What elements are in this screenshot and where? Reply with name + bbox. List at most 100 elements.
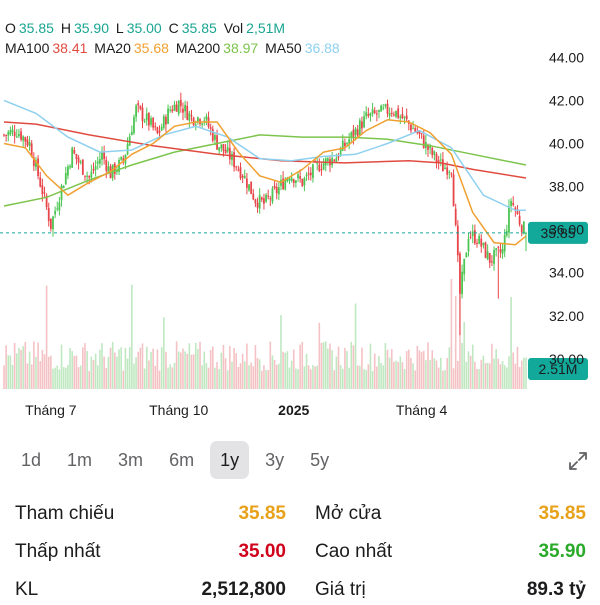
candle-body [39,177,42,187]
volume-bar [393,361,395,389]
candle-body [184,104,187,112]
volume-bar [307,365,310,389]
volume-bar [111,341,114,389]
volume-bar [278,363,280,389]
low-label: L [115,20,124,36]
candle-body [414,128,417,132]
volume-bar [252,366,255,389]
candle-body [354,128,357,135]
period-3m[interactable]: 3m [118,450,144,470]
volume-bar [514,363,517,389]
period-3y[interactable]: 3y [265,450,285,470]
period-1d[interactable]: 1d [21,450,42,470]
volume-bar [384,343,387,389]
volume-bar [222,344,225,389]
candle-body [32,157,35,167]
candle-body [209,127,212,129]
candle-body [437,160,440,163]
candle-body [218,147,221,151]
volume-bar [520,360,523,389]
volume-bar [486,362,489,389]
x-tick-label: Tháng 4 [396,402,448,418]
candle-body [45,195,48,208]
volume-bar [239,363,242,389]
candle-body [237,169,240,171]
volume-bar [499,364,502,389]
period-1m[interactable]: 1m [67,450,93,470]
volume-bar [373,353,376,389]
candle-body [520,225,523,233]
volume-bar [99,349,101,389]
y-tick-label: 44.00 [549,49,584,65]
candle-body [522,221,525,234]
candle-body [463,258,466,275]
volume-bar [216,361,218,389]
candle-body [254,199,257,204]
candle-body [18,133,20,137]
candle-body [73,149,76,154]
volume-bar [433,358,436,389]
candle-body [439,159,442,161]
volume-bar [265,369,267,389]
price-tag-text: 35.85 [540,225,575,241]
candle-body [156,127,159,134]
volume-bar [190,354,193,389]
volume-bar [297,369,299,389]
candle-body [252,193,255,200]
candle-body [26,139,29,146]
candle-body [471,231,474,237]
high-stat-label: Cao nhất [315,541,393,562]
volume-bar [310,369,312,389]
candle-body [177,100,180,114]
candle-body [367,114,370,116]
candle-body [141,107,144,122]
volume-bar [141,343,144,389]
volume-bar [493,358,495,389]
volume-bar [448,347,451,389]
volume-bar [137,351,140,389]
volume-bar [439,357,442,389]
volume-bar [124,347,127,389]
volume-bar [371,370,374,389]
candle-body [35,160,37,168]
volume-bar [350,341,353,389]
volume-bar [525,357,527,389]
volume-bar [243,361,246,389]
period-5y[interactable]: 5y [310,450,330,470]
candle-body [52,216,54,230]
volume-bar [320,342,323,389]
volume-bar [24,341,27,389]
candle-body [13,131,16,137]
candle-body [265,194,267,202]
volume-bar [506,367,508,389]
candle-body [292,179,295,184]
volume-bar [482,355,485,389]
candle-body [316,162,319,164]
volume-bar [450,278,453,389]
candle-body [231,153,233,160]
volume-bar [41,349,44,389]
volume-bar [416,345,419,389]
y-tick-label: 32.00 [549,308,584,324]
stat-value: Giá trị 89.3 tỷ [315,575,586,605]
volume-bar [199,341,201,389]
candle-body [450,173,453,175]
volume-bars [3,278,527,389]
candle-body [256,202,259,208]
period-6m[interactable]: 6m [169,450,195,470]
volume-bar [160,347,163,389]
candle-body [290,177,293,182]
price-chart[interactable]: 35.85 2.51M 44.00 42.00 40.00 38.00 36.00 34.0… [0,0,600,430]
candle-body [348,139,351,144]
candle-body [444,167,446,169]
expand-arrows-icon[interactable] [567,450,589,472]
x-tick-label: Tháng 7 [25,402,77,418]
candle-body [501,249,504,254]
candle-body [333,159,336,161]
candle-body [182,108,184,113]
price-tag [528,221,588,244]
x-axis-labels: Tháng 7 Tháng 10 2025 Tháng 4 [25,402,447,418]
period-1y[interactable]: 1y [210,441,250,479]
volume-bar [180,352,182,389]
volume-bar [346,351,348,389]
